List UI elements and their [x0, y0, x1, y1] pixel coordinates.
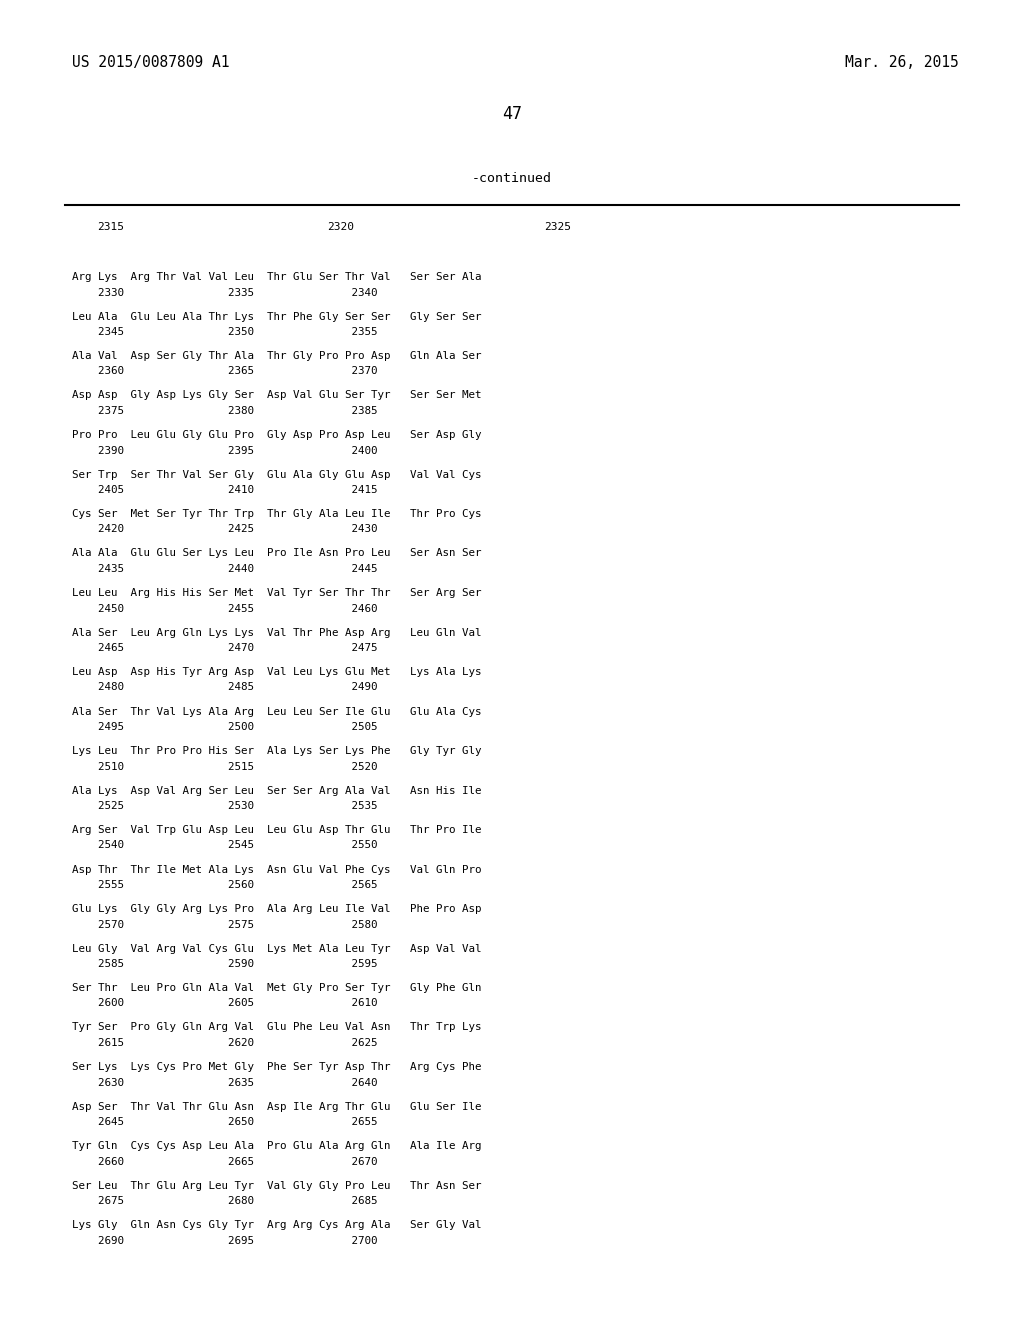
Text: 2615                2620               2625: 2615 2620 2625 — [72, 1038, 378, 1048]
Text: Ser Lys  Lys Cys Pro Met Gly  Phe Ser Tyr Asp Thr   Arg Cys Phe: Ser Lys Lys Cys Pro Met Gly Phe Ser Tyr … — [72, 1063, 481, 1072]
Text: 2325: 2325 — [544, 222, 571, 232]
Text: 2570                2575               2580: 2570 2575 2580 — [72, 920, 378, 929]
Text: 2315: 2315 — [97, 222, 124, 232]
Text: 2435                2440               2445: 2435 2440 2445 — [72, 564, 378, 574]
Text: -continued: -continued — [472, 172, 552, 185]
Text: 2630                2635               2640: 2630 2635 2640 — [72, 1077, 378, 1088]
Text: 2555                2560               2565: 2555 2560 2565 — [72, 880, 378, 890]
Text: Leu Gly  Val Arg Val Cys Glu  Lys Met Ala Leu Tyr   Asp Val Val: Leu Gly Val Arg Val Cys Glu Lys Met Ala … — [72, 944, 481, 953]
Text: Ser Leu  Thr Glu Arg Leu Tyr  Val Gly Gly Pro Leu   Thr Asn Ser: Ser Leu Thr Glu Arg Leu Tyr Val Gly Gly … — [72, 1180, 481, 1191]
Text: Ala Lys  Asp Val Arg Ser Leu  Ser Ser Arg Ala Val   Asn His Ile: Ala Lys Asp Val Arg Ser Leu Ser Ser Arg … — [72, 785, 481, 796]
Text: Ser Trp  Ser Thr Val Ser Gly  Glu Ala Gly Glu Asp   Val Val Cys: Ser Trp Ser Thr Val Ser Gly Glu Ala Gly … — [72, 470, 481, 479]
Text: Leu Ala  Glu Leu Ala Thr Lys  Thr Phe Gly Ser Ser   Gly Ser Ser: Leu Ala Glu Leu Ala Thr Lys Thr Phe Gly … — [72, 312, 481, 322]
Text: Ala Val  Asp Ser Gly Thr Ala  Thr Gly Pro Pro Asp   Gln Ala Ser: Ala Val Asp Ser Gly Thr Ala Thr Gly Pro … — [72, 351, 481, 360]
Text: 2540                2545               2550: 2540 2545 2550 — [72, 841, 378, 850]
Text: 2360                2365               2370: 2360 2365 2370 — [72, 367, 378, 376]
Text: 2510                2515               2520: 2510 2515 2520 — [72, 762, 378, 771]
Text: Pro Pro  Leu Glu Gly Glu Pro  Gly Asp Pro Asp Leu   Ser Asp Gly: Pro Pro Leu Glu Gly Glu Pro Gly Asp Pro … — [72, 430, 481, 440]
Text: Lys Gly  Gln Asn Cys Gly Tyr  Arg Arg Cys Arg Ala   Ser Gly Val: Lys Gly Gln Asn Cys Gly Tyr Arg Arg Cys … — [72, 1220, 481, 1230]
Text: 2405                2410               2415: 2405 2410 2415 — [72, 484, 378, 495]
Text: Asp Asp  Gly Asp Lys Gly Ser  Asp Val Glu Ser Tyr   Ser Ser Met: Asp Asp Gly Asp Lys Gly Ser Asp Val Glu … — [72, 391, 481, 400]
Text: 2675                2680               2685: 2675 2680 2685 — [72, 1196, 378, 1206]
Text: Mar. 26, 2015: Mar. 26, 2015 — [845, 55, 959, 70]
Text: Lys Leu  Thr Pro Pro His Ser  Ala Lys Ser Lys Phe   Gly Tyr Gly: Lys Leu Thr Pro Pro His Ser Ala Lys Ser … — [72, 746, 481, 756]
Text: 2345                2350               2355: 2345 2350 2355 — [72, 327, 378, 337]
Text: Leu Asp  Asp His Tyr Arg Asp  Val Leu Lys Glu Met   Lys Ala Lys: Leu Asp Asp His Tyr Arg Asp Val Leu Lys … — [72, 667, 481, 677]
Text: Tyr Ser  Pro Gly Gln Arg Val  Glu Phe Leu Val Asn   Thr Trp Lys: Tyr Ser Pro Gly Gln Arg Val Glu Phe Leu … — [72, 1023, 481, 1032]
Text: Cys Ser  Met Ser Tyr Thr Trp  Thr Gly Ala Leu Ile   Thr Pro Cys: Cys Ser Met Ser Tyr Thr Trp Thr Gly Ala … — [72, 510, 481, 519]
Text: 2375                2380               2385: 2375 2380 2385 — [72, 407, 378, 416]
Text: 2390                2395               2400: 2390 2395 2400 — [72, 446, 378, 455]
Text: 47: 47 — [502, 106, 522, 123]
Text: 2320: 2320 — [327, 222, 354, 232]
Text: Ala Ser  Leu Arg Gln Lys Lys  Val Thr Phe Asp Arg   Leu Gln Val: Ala Ser Leu Arg Gln Lys Lys Val Thr Phe … — [72, 627, 481, 638]
Text: 2525                2530               2535: 2525 2530 2535 — [72, 801, 378, 810]
Text: 2600                2605               2610: 2600 2605 2610 — [72, 998, 378, 1008]
Text: 2330                2335               2340: 2330 2335 2340 — [72, 288, 378, 297]
Text: Arg Lys  Arg Thr Val Val Leu  Thr Glu Ser Thr Val   Ser Ser Ala: Arg Lys Arg Thr Val Val Leu Thr Glu Ser … — [72, 272, 481, 282]
Text: Ala Ala  Glu Glu Ser Lys Leu  Pro Ile Asn Pro Leu   Ser Asn Ser: Ala Ala Glu Glu Ser Lys Leu Pro Ile Asn … — [72, 549, 481, 558]
Text: Asp Ser  Thr Val Thr Glu Asn  Asp Ile Arg Thr Glu   Glu Ser Ile: Asp Ser Thr Val Thr Glu Asn Asp Ile Arg … — [72, 1101, 481, 1111]
Text: 2690                2695               2700: 2690 2695 2700 — [72, 1236, 378, 1246]
Text: Glu Lys  Gly Gly Arg Lys Pro  Ala Arg Leu Ile Val   Phe Pro Asp: Glu Lys Gly Gly Arg Lys Pro Ala Arg Leu … — [72, 904, 481, 913]
Text: 2660                2665               2670: 2660 2665 2670 — [72, 1156, 378, 1167]
Text: 2495                2500               2505: 2495 2500 2505 — [72, 722, 378, 733]
Text: Ala Ser  Thr Val Lys Ala Arg  Leu Leu Ser Ile Glu   Glu Ala Cys: Ala Ser Thr Val Lys Ala Arg Leu Leu Ser … — [72, 706, 481, 717]
Text: Tyr Gln  Cys Cys Asp Leu Ala  Pro Glu Ala Arg Gln   Ala Ile Arg: Tyr Gln Cys Cys Asp Leu Ala Pro Glu Ala … — [72, 1140, 481, 1151]
Text: Asp Thr  Thr Ile Met Ala Lys  Asn Glu Val Phe Cys   Val Gln Pro: Asp Thr Thr Ile Met Ala Lys Asn Glu Val … — [72, 865, 481, 875]
Text: Ser Thr  Leu Pro Gln Ala Val  Met Gly Pro Ser Tyr   Gly Phe Gln: Ser Thr Leu Pro Gln Ala Val Met Gly Pro … — [72, 983, 481, 993]
Text: 2420                2425               2430: 2420 2425 2430 — [72, 524, 378, 535]
Text: 2450                2455               2460: 2450 2455 2460 — [72, 603, 378, 614]
Text: US 2015/0087809 A1: US 2015/0087809 A1 — [72, 55, 229, 70]
Text: 2480                2485               2490: 2480 2485 2490 — [72, 682, 378, 693]
Text: Leu Leu  Arg His His Ser Met  Val Tyr Ser Thr Thr   Ser Arg Ser: Leu Leu Arg His His Ser Met Val Tyr Ser … — [72, 587, 481, 598]
Text: Arg Ser  Val Trp Glu Asp Leu  Leu Glu Asp Thr Glu   Thr Pro Ile: Arg Ser Val Trp Glu Asp Leu Leu Glu Asp … — [72, 825, 481, 836]
Text: 2645                2650               2655: 2645 2650 2655 — [72, 1117, 378, 1127]
Text: 2465                2470               2475: 2465 2470 2475 — [72, 643, 378, 653]
Text: 2585                2590               2595: 2585 2590 2595 — [72, 960, 378, 969]
